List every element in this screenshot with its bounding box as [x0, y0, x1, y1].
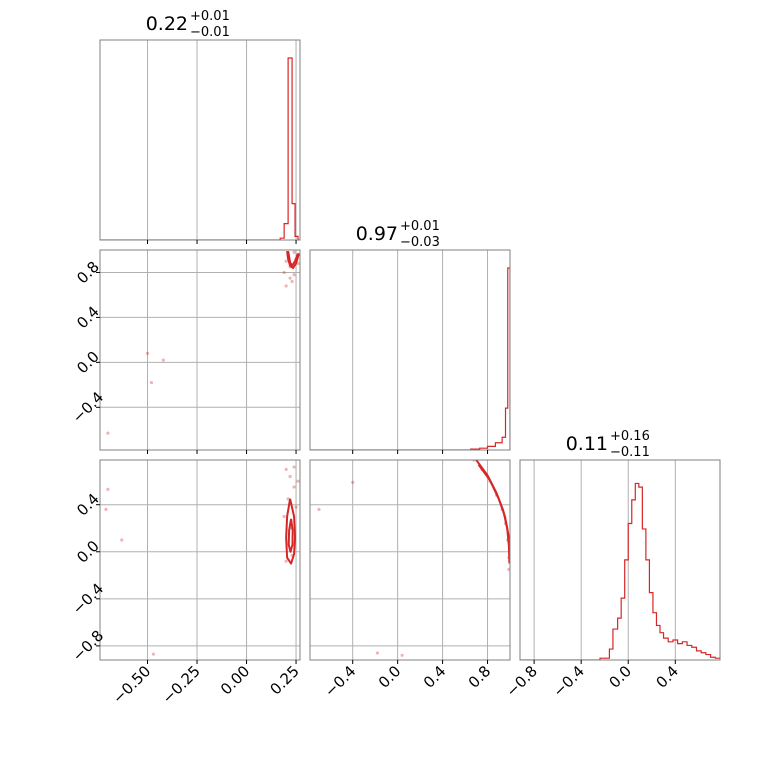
scatter-point: [284, 467, 288, 472]
plot-area: [104, 465, 300, 656]
x-tick-label: 0.00: [217, 662, 253, 698]
panel-hist-1: 0.97 +0.01−0.03: [309, 219, 511, 454]
scatter-point: [400, 653, 404, 657]
panel-title-value: 0.97: [356, 223, 398, 245]
scatter-point: [284, 259, 288, 263]
contour-line: [286, 250, 300, 269]
histogram-step: [520, 482, 720, 660]
panel-title-plus: +0.01: [400, 219, 440, 234]
plot-area: [317, 460, 510, 657]
histogram-step: [310, 267, 510, 450]
scatter-point: [282, 514, 286, 519]
y-tick-label: 0.4: [73, 490, 103, 520]
scatter-point: [292, 273, 296, 277]
panel-hist-2: 0.11 +0.16−0.11: [519, 429, 721, 664]
y-tick-label: 0.0: [73, 537, 103, 567]
x-tick-label: 0.0: [605, 662, 635, 692]
plot-area: [520, 482, 720, 660]
scatter-point: [292, 465, 296, 469]
y-tick-label: 0.0: [73, 348, 103, 378]
axes-frame: [99, 459, 301, 661]
scatter-point: [104, 507, 108, 512]
axes-frame: [519, 459, 721, 661]
plot-area: [106, 250, 300, 435]
axes-frame: [309, 249, 511, 451]
scatter-point: [288, 276, 292, 280]
x-tick-label: 0.4: [420, 662, 450, 692]
x-tick-label: 0.0: [375, 662, 405, 692]
axes-frame: [309, 459, 511, 661]
scatter-point: [284, 284, 288, 288]
scatter-point: [375, 651, 380, 655]
panel-title-minus: −0.11: [610, 445, 650, 460]
x-tick-label: 0.8: [465, 662, 495, 692]
scatter-point: [290, 279, 294, 284]
contour-line: [477, 464, 510, 552]
scatter-point: [145, 351, 150, 355]
contour-line: [287, 250, 299, 267]
panel-title-minus: −0.03: [400, 235, 440, 250]
x-tick-label: −0.25: [159, 662, 204, 707]
x-tick-label: 0.25: [267, 662, 303, 698]
contour-line: [475, 460, 510, 564]
y-tick-label: 0.4: [73, 303, 103, 333]
x-tick-label: 0.4: [653, 662, 683, 692]
panel-title-value: 0.11: [566, 433, 608, 455]
axes-frame: [99, 39, 301, 241]
scatter-point: [284, 559, 288, 563]
scatter-point: [161, 358, 165, 362]
scatter-point: [292, 250, 296, 254]
scatter-point: [292, 485, 296, 489]
panel-title-plus: +0.01: [190, 9, 230, 24]
x-tick-label: −0.4: [550, 662, 588, 700]
scatter-point: [296, 479, 300, 483]
contour-line: [287, 518, 294, 553]
panel-title-plus: +0.16: [610, 429, 650, 444]
panel-title-value: 0.22: [146, 13, 188, 35]
panel-scatter-2-0: [96, 459, 301, 664]
panel-title-minus: −0.01: [190, 25, 230, 40]
scatter-point: [151, 652, 156, 656]
panel-scatter-1-0: [96, 249, 301, 454]
scatter-point: [317, 507, 321, 512]
scatter-point: [106, 431, 110, 435]
histogram-step: [100, 57, 300, 240]
scatter-point: [282, 270, 286, 275]
scatter-point: [286, 497, 290, 501]
x-tick-label: −0.8: [502, 662, 540, 700]
scatter-point: [507, 567, 510, 572]
scatter-point: [294, 505, 298, 509]
axes-frame: [99, 249, 301, 451]
scatter-point: [288, 474, 292, 479]
plot-area: [310, 267, 510, 450]
plot-area: [100, 57, 300, 240]
scatter-point: [120, 538, 124, 542]
x-tick-label: −0.4: [321, 662, 359, 700]
y-tick-label: 0.8: [73, 258, 103, 288]
contour-line: [285, 498, 297, 565]
panel-scatter-2-1: [309, 459, 511, 664]
scatter-point: [106, 487, 110, 492]
panel-hist-0: 0.22 +0.01−0.01: [99, 9, 301, 244]
scatter-point: [351, 480, 355, 484]
scatter-point: [149, 380, 154, 385]
x-tick-label: −0.50: [109, 662, 154, 707]
